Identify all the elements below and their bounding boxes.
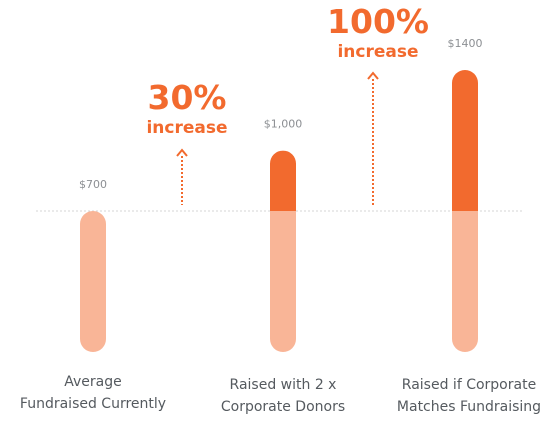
bar-2 bbox=[452, 70, 478, 352]
category-label-2x-corporate: Raised with 2 x Corporate Donors bbox=[220, 377, 346, 415]
increase-percent-1: 100% bbox=[327, 2, 429, 41]
increase-arrow-0-head bbox=[176, 148, 188, 157]
value-label-0: $700 bbox=[79, 178, 107, 191]
category-label-average: Average Fundraised Currently bbox=[19, 374, 167, 412]
increase-percent-0: 30% bbox=[148, 78, 227, 117]
category-label-corporate-matches: Raised if Corporate Matches Fundraising bbox=[396, 377, 542, 415]
bar-2-increase-segment bbox=[452, 70, 478, 211]
increase-word-0: increase bbox=[146, 118, 227, 138]
increase-word-1: increase bbox=[337, 42, 418, 62]
bar-1-base-segment bbox=[270, 211, 296, 352]
bar-0 bbox=[80, 211, 106, 352]
value-label-1: $1,000 bbox=[264, 118, 303, 131]
bar-1 bbox=[270, 150, 296, 352]
value-label-2: $1400 bbox=[448, 37, 483, 50]
bar-0-base-segment bbox=[80, 211, 106, 352]
increase-arrow-1-head bbox=[367, 71, 379, 80]
bar-2-base-segment bbox=[452, 211, 478, 352]
bar-1-increase-segment bbox=[270, 150, 296, 211]
